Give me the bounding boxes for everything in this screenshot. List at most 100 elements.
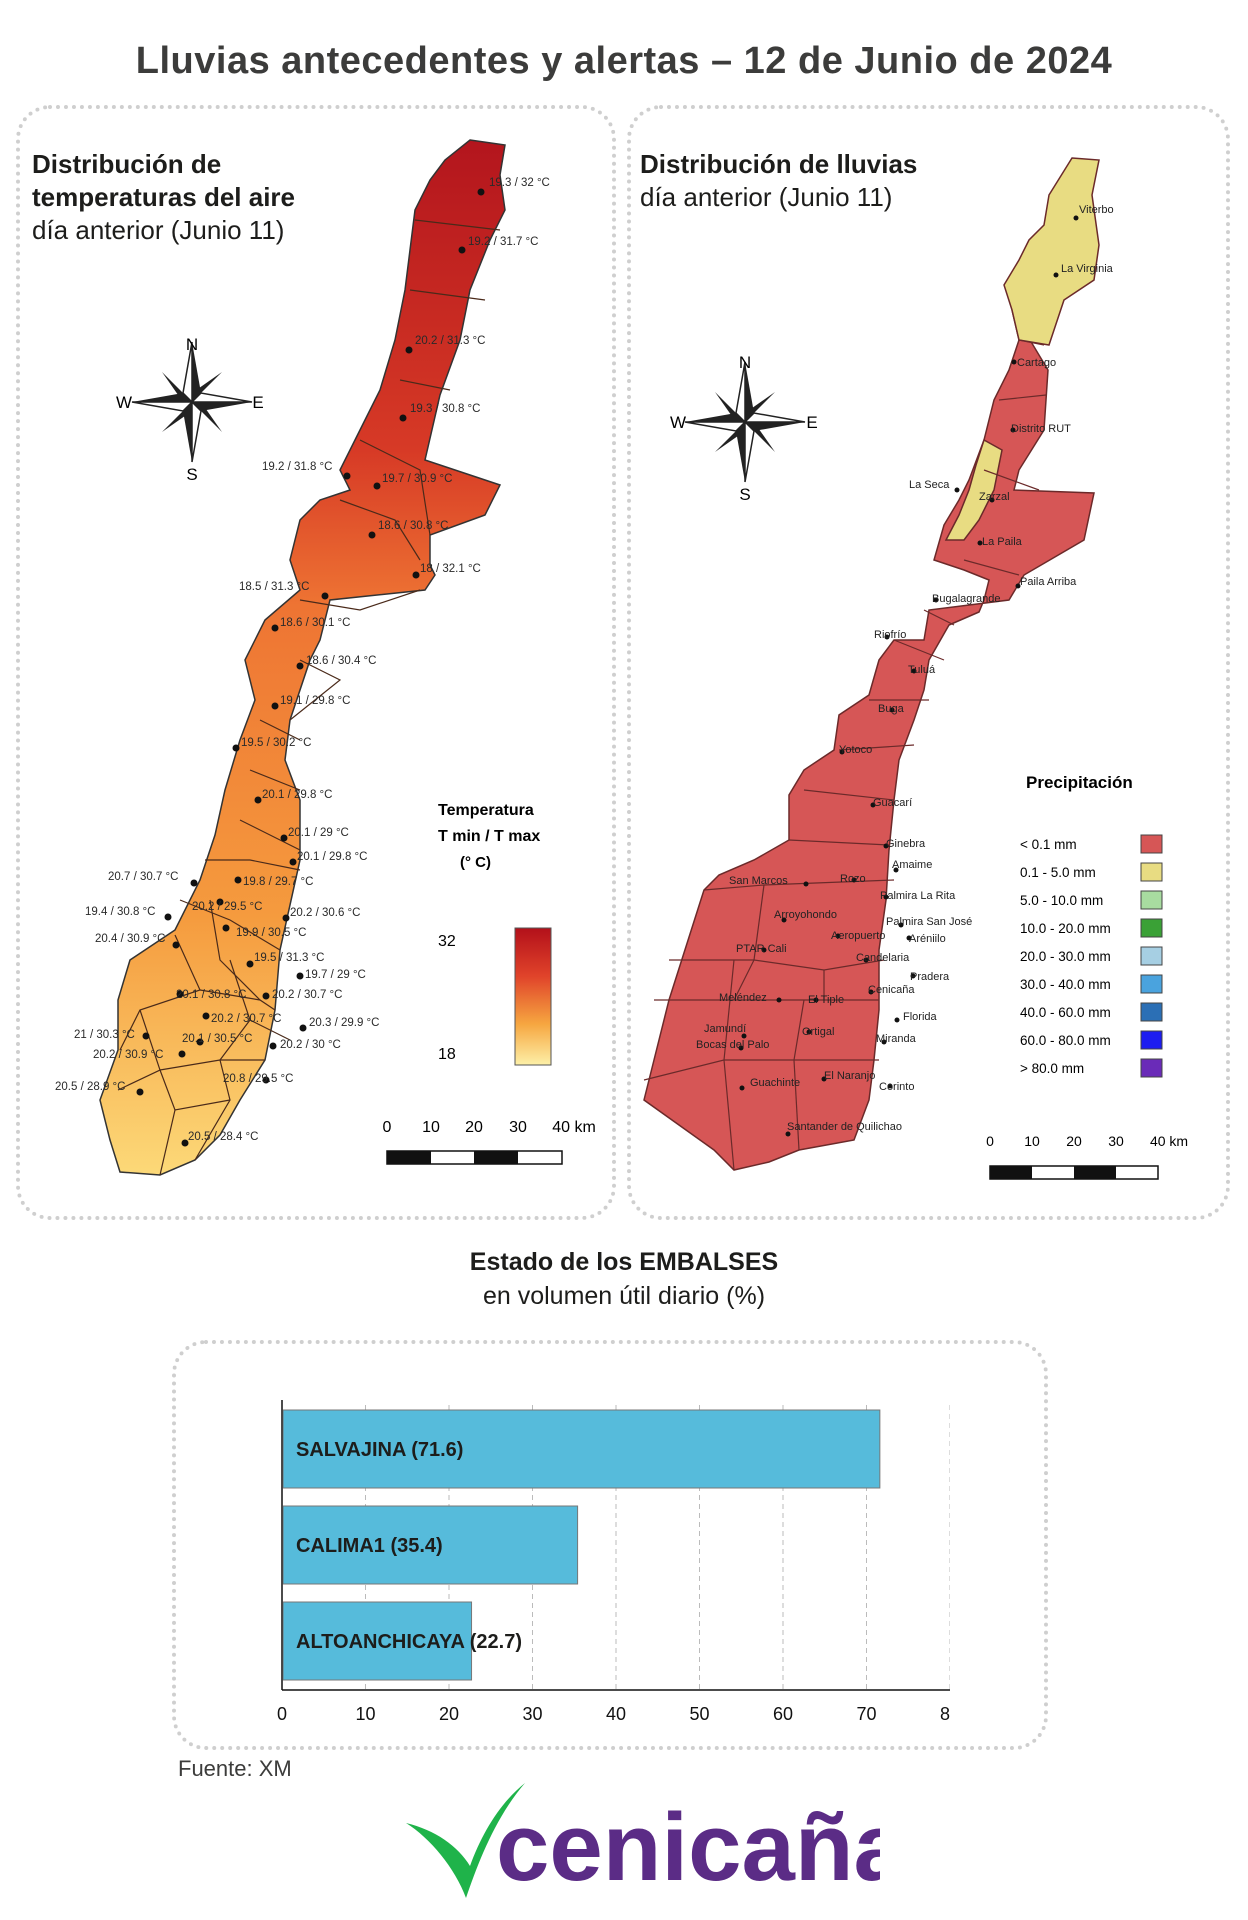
svg-text:20.8 / 29.5 °C: 20.8 / 29.5 °C xyxy=(223,1073,293,1085)
x-tick-label-4: 40 xyxy=(606,1704,626,1724)
svg-text:10: 10 xyxy=(422,1119,440,1136)
station-33: 20.8 / 29.5 °C xyxy=(223,1073,293,1085)
svg-text:19.7 / 29 °C: 19.7 / 29 °C xyxy=(305,969,366,981)
town-19: Arroyohondo xyxy=(774,909,837,923)
svg-text:5.0 - 10.0 mm: 5.0 - 10.0 mm xyxy=(1020,893,1103,908)
bar-label-1: CALIMA1 (35.4) xyxy=(296,1535,443,1557)
rain-scale-bar: 0 10 20 30 40 km xyxy=(986,1133,1188,1180)
svg-text:Ginebra: Ginebra xyxy=(886,838,926,850)
svg-text:> 80.0 mm: > 80.0 mm xyxy=(1020,1061,1084,1076)
svg-text:19.2 / 31.7 °C: 19.2 / 31.7 °C xyxy=(468,236,538,248)
compass-rose-icon xyxy=(684,361,806,483)
temperature-title-line2: temperaturas del aire xyxy=(32,182,296,212)
station-25: 20.1 / 30.8 °C xyxy=(176,989,246,1001)
svg-text:Jamundí: Jamundí xyxy=(704,1023,746,1035)
svg-text:20.2 / 30.7 °C: 20.2 / 30.7 °C xyxy=(211,1013,281,1025)
station-8: 18.5 / 31.3 °C xyxy=(239,581,329,600)
station-1: 19.2 / 31.7 °C xyxy=(458,236,538,254)
svg-text:Arroyohondo: Arroyohondo xyxy=(774,909,837,921)
station-35: 20.5 / 28.4 °C xyxy=(181,1131,258,1147)
rain-map: N S E W Viterbo La Virginia Cartago Dist… xyxy=(643,157,1188,1180)
temp-legend-min: 18 xyxy=(438,1046,456,1063)
rain-legend-item-1: 0.1 - 5.0 mm xyxy=(1020,862,1163,882)
svg-text:20.2 / 30 °C: 20.2 / 30 °C xyxy=(280,1039,341,1051)
town-21: Aeropuerto xyxy=(831,930,885,942)
town-6: La Paila xyxy=(977,536,1023,548)
x-tick-label-7: 70 xyxy=(856,1704,876,1724)
station-34: 20.5 / 28.9 °C xyxy=(55,1081,144,1096)
svg-text:19.5 / 30.2 °C: 19.5 / 30.2 °C xyxy=(241,737,311,749)
station-15: 20.1 / 29.8 °C xyxy=(289,851,367,866)
svg-text:20.1 / 29.8 °C: 20.1 / 29.8 °C xyxy=(297,851,367,863)
temperature-title-line1: Distribución de xyxy=(32,149,222,179)
svg-text:Aréniilo: Aréniilo xyxy=(909,933,946,945)
svg-text:Rozo: Rozo xyxy=(840,873,866,885)
rain-map-yellow-strip xyxy=(944,438,1003,541)
svg-text:20: 20 xyxy=(465,1119,483,1136)
svg-text:Zarzal: Zarzal xyxy=(979,491,1010,503)
station-2: 20.2 / 31.3 °C xyxy=(405,335,485,354)
svg-text:20.5 / 28.4 °C: 20.5 / 28.4 °C xyxy=(188,1131,258,1143)
temp-legend-title2: T min / T max xyxy=(438,828,540,845)
svg-text:Guacarí: Guacarí xyxy=(873,797,912,809)
svg-text:20.2 / 30.6 °C: 20.2 / 30.6 °C xyxy=(290,907,360,919)
station-9: 18.6 / 30.1 °C xyxy=(271,617,350,632)
station-27: 20.3 / 29.9 °C xyxy=(299,1017,379,1032)
temp-legend-max: 32 xyxy=(438,933,456,950)
compass-e: E xyxy=(252,393,263,412)
reservoirs-panel xyxy=(172,1340,1048,1750)
svg-text:10.0 - 20.0 mm: 10.0 - 20.0 mm xyxy=(1020,921,1111,936)
town-25: Pradera xyxy=(910,971,950,983)
svg-text:Florida: Florida xyxy=(903,1011,938,1023)
station-26: 20.2 / 30.7 °C xyxy=(262,989,342,1001)
svg-text:Palmira La Rita: Palmira La Rita xyxy=(880,890,956,902)
rain-legend-item-8: > 80.0 mm xyxy=(1020,1058,1163,1078)
x-tick-label-1: 10 xyxy=(355,1704,375,1724)
svg-text:19.5 / 31.3 °C: 19.5 / 31.3 °C xyxy=(254,952,324,964)
svg-text:20.1 / 30.5 °C: 20.1 / 30.5 °C xyxy=(182,1033,252,1045)
svg-text:< 0.1 mm: < 0.1 mm xyxy=(1020,837,1077,852)
svg-text:Buga: Buga xyxy=(878,703,905,715)
compass-n: N xyxy=(739,353,751,372)
voronoi-cells xyxy=(117,219,501,1176)
station-16: 20.7 / 30.7 °C xyxy=(108,871,198,887)
svg-text:40 km: 40 km xyxy=(1150,1133,1188,1149)
svg-text:Cenicaña: Cenicaña xyxy=(868,984,915,996)
compass-rose-icon xyxy=(131,341,253,463)
town-35: El Naranjo xyxy=(821,1070,875,1082)
svg-text:18.6 / 30.4 °C: 18.6 / 30.4 °C xyxy=(306,655,376,667)
reservoirs-subtitle: en volumen útil diario (%) xyxy=(482,1282,766,1310)
rain-title: Distribución de lluvias xyxy=(640,149,918,179)
station-23: 19.5 / 31.3 °C xyxy=(246,952,324,968)
station-18: 19.4 / 30.8 °C xyxy=(85,906,172,921)
town-0: Viterbo xyxy=(1073,204,1114,221)
temperature-subtitle: día anterior (Junio 11) xyxy=(32,215,285,245)
reservoirs-title: Estado de los EMBALSES xyxy=(469,1248,779,1276)
cenicana-logo: cenicaña xyxy=(406,1783,880,1901)
town-18: Palmira La Rita xyxy=(880,890,956,902)
svg-text:Santander de Quilichao: Santander de Quilichao xyxy=(787,1121,902,1133)
station-19: 20.2 / 29.5 °C xyxy=(192,898,262,913)
town-15: Amaime xyxy=(892,859,932,873)
svg-text:18.6 / 30.8 °C: 18.6 / 30.8 °C xyxy=(378,520,448,532)
svg-text:Amaime: Amaime xyxy=(892,859,932,871)
rain-legend-swatch-1 xyxy=(1140,862,1163,882)
station-7: 18 / 32.1 °C xyxy=(412,563,481,579)
town-22: Aréniilo xyxy=(906,933,946,945)
compass-n: N xyxy=(186,335,198,354)
rain-towns: Viterbo La Virginia Cartago Distrito RUT… xyxy=(696,204,1114,1137)
bar-2 xyxy=(282,1601,473,1681)
svg-text:0: 0 xyxy=(986,1133,994,1149)
svg-text:20.3 / 29.9 °C: 20.3 / 29.9 °C xyxy=(309,1017,379,1029)
station-13: 20.1 / 29.8 °C xyxy=(254,789,332,804)
rain-legend-item-7: 60.0 - 80.0 mm xyxy=(1020,1030,1163,1050)
town-28: El Tiple xyxy=(808,994,844,1006)
temp-legend-title3: (° C) xyxy=(460,854,491,871)
station-11: 19.1 / 29.8 °C xyxy=(271,695,350,710)
rain-cells xyxy=(643,339,1047,1171)
station-10: 18.6 / 30.4 °C xyxy=(296,655,376,670)
x-tick-label-6: 60 xyxy=(773,1704,793,1724)
x-tick-label-3: 30 xyxy=(522,1704,542,1724)
town-16: San Marcos xyxy=(729,875,809,887)
rain-legend-item-0: < 0.1 mm xyxy=(1020,834,1163,854)
